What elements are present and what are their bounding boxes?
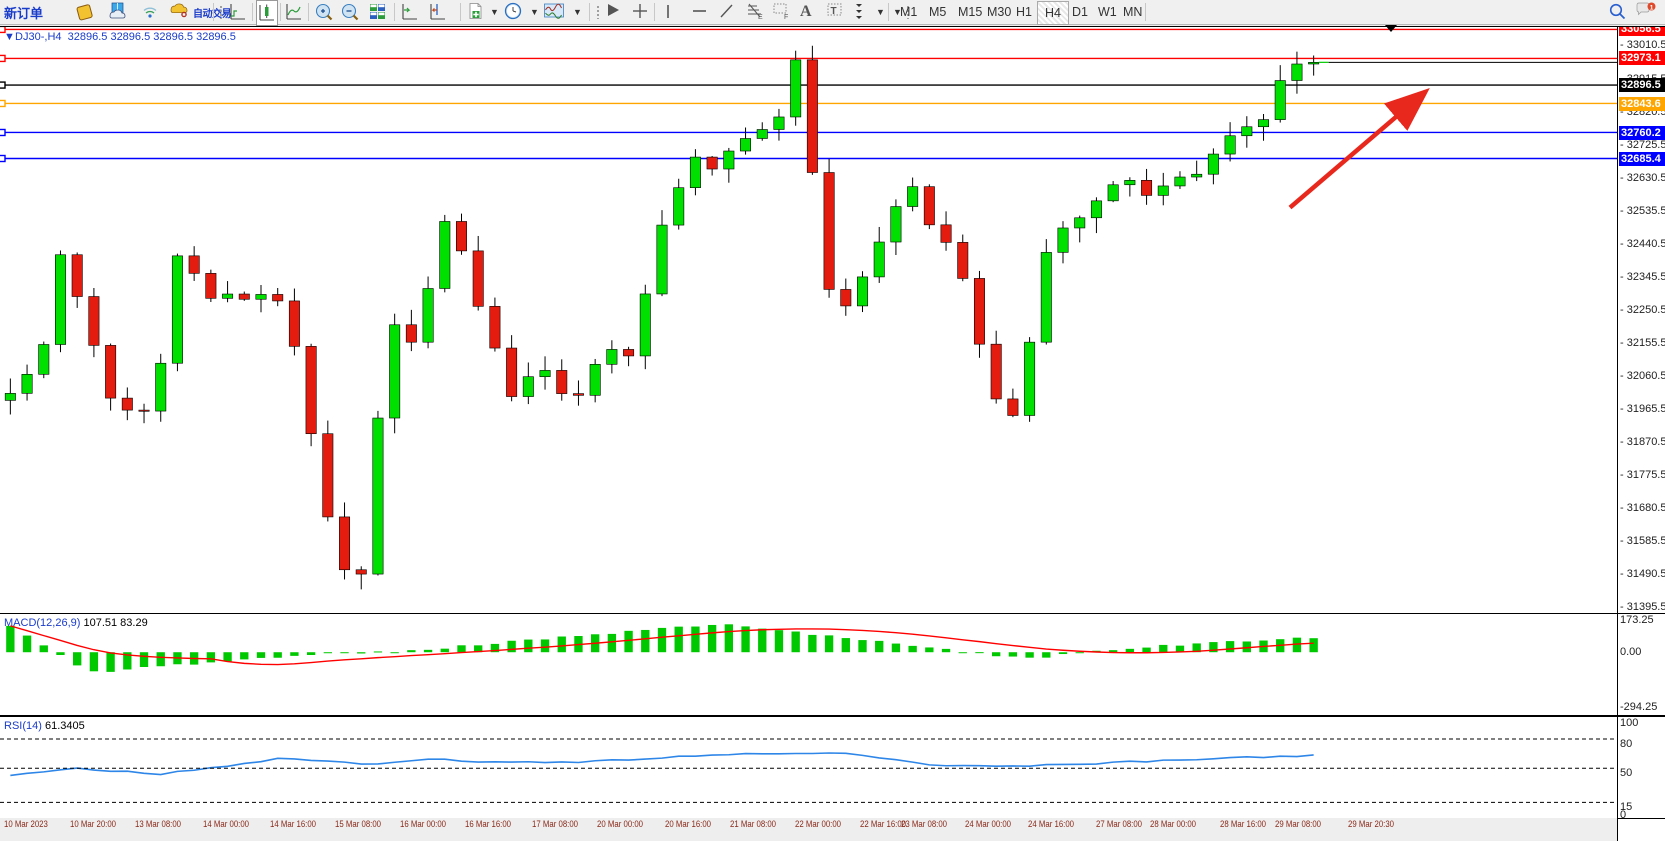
svg-text:E: E: [758, 14, 763, 21]
svg-text:1: 1: [1650, 4, 1654, 11]
svg-text:F: F: [784, 14, 788, 21]
svg-text:T: T: [831, 6, 837, 17]
